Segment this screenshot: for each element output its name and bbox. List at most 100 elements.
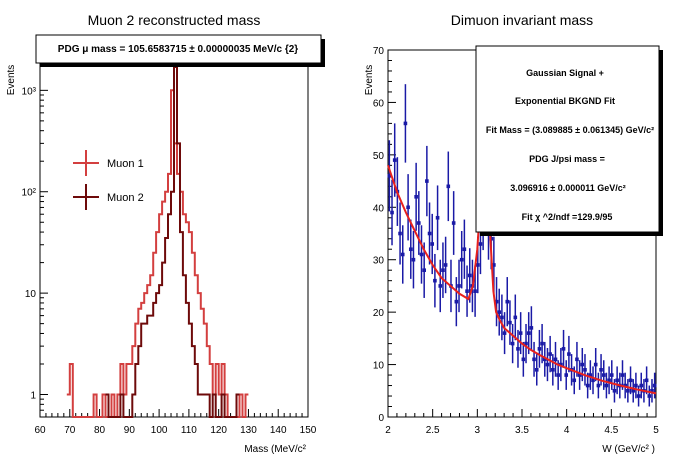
data-point	[564, 360, 569, 390]
data-marker	[392, 158, 397, 162]
data-marker	[575, 357, 579, 362]
right-xtick-label: 2	[385, 425, 391, 436]
data-marker	[634, 383, 638, 388]
data-marker	[494, 299, 499, 304]
right-xtick-label: 3	[475, 425, 481, 436]
left-xtick-label: 120	[210, 425, 227, 436]
right-xtick-label: 2.5	[426, 425, 440, 436]
right-ytick-label: 50	[373, 151, 385, 162]
data-point	[419, 225, 424, 284]
left-histograms	[66, 66, 249, 418]
right-ytick-label: 70	[373, 46, 385, 57]
data-marker	[652, 383, 657, 388]
data-marker	[609, 373, 614, 377]
data-point	[435, 185, 440, 251]
data-point	[534, 354, 539, 386]
data-point	[626, 379, 630, 403]
data-marker	[585, 383, 590, 388]
data-point	[620, 360, 625, 390]
data-point	[387, 140, 392, 212]
data-marker	[516, 347, 520, 351]
right-y-axis-label: Events	[364, 65, 375, 96]
left-ytick-label: 1	[30, 391, 36, 402]
data-marker	[406, 205, 410, 210]
data-point	[545, 347, 550, 382]
data-marker	[411, 257, 416, 262]
data-point	[502, 312, 507, 355]
fit-box-line-4: PDG J/psi mass =	[529, 154, 605, 164]
data-marker	[478, 242, 483, 246]
data-point	[497, 288, 502, 336]
data-marker	[596, 383, 601, 388]
data-marker	[612, 388, 617, 393]
data-point	[400, 225, 405, 284]
data-point	[438, 259, 443, 313]
data-marker	[433, 278, 437, 283]
data-marker	[532, 357, 536, 362]
data-marker	[513, 315, 518, 320]
right-ytick-label: 60	[373, 98, 385, 109]
data-point	[650, 379, 654, 403]
data-marker	[556, 373, 560, 377]
data-point	[596, 372, 601, 399]
data-point	[634, 372, 638, 399]
data-point	[532, 341, 536, 377]
data-marker	[580, 362, 585, 367]
data-point	[575, 341, 579, 377]
histogram-muon-1	[66, 89, 249, 418]
data-point	[591, 366, 595, 395]
data-point	[516, 329, 520, 368]
right-xticks: 2 2.5 3 3.5 4 4.5 5	[385, 409, 659, 436]
data-point	[408, 219, 413, 279]
data-point	[524, 323, 528, 364]
right-ytick-label: 30	[373, 256, 385, 267]
left-xtick-label: 110	[181, 425, 197, 436]
left-xtick-label: 130	[240, 425, 257, 436]
data-point	[425, 145, 429, 217]
data-point	[583, 354, 587, 386]
data-point	[601, 360, 606, 390]
data-point	[644, 366, 649, 395]
data-marker	[553, 357, 558, 362]
data-marker	[497, 310, 502, 314]
data-point	[454, 277, 459, 327]
left-x-axis-label: Mass (MeV/c²	[244, 444, 306, 455]
right-ytick-label: 10	[373, 361, 385, 372]
data-marker	[462, 247, 467, 252]
data-marker	[628, 378, 633, 383]
data-point	[398, 202, 402, 265]
data-marker	[577, 373, 582, 377]
data-marker	[583, 368, 587, 372]
data-marker	[591, 378, 595, 383]
data-marker	[521, 357, 526, 362]
fit-box-line-1: Gaussian Signal +	[526, 68, 604, 78]
data-point	[500, 294, 504, 341]
data-marker	[620, 373, 625, 377]
data-point	[390, 179, 394, 246]
data-marker	[631, 388, 636, 393]
data-marker	[540, 341, 544, 346]
data-point	[588, 360, 593, 390]
data-marker	[551, 368, 555, 372]
data-marker	[435, 215, 440, 220]
data-point	[518, 312, 523, 355]
data-marker	[398, 231, 402, 236]
right-x-axis-label: W (GeV/c² )	[602, 444, 655, 455]
data-marker	[639, 383, 644, 388]
data-point	[628, 366, 633, 395]
data-marker	[524, 341, 528, 346]
data-marker	[400, 252, 405, 257]
data-point	[465, 265, 469, 317]
fit-box	[475, 45, 660, 233]
data-point	[609, 360, 614, 390]
data-marker	[443, 263, 448, 267]
data-marker	[572, 378, 577, 383]
left-xtick-label: 70	[64, 425, 76, 436]
data-point	[433, 253, 437, 308]
data-point	[551, 354, 555, 386]
data-marker	[615, 378, 619, 383]
data-marker	[500, 315, 504, 320]
data-marker	[593, 362, 598, 367]
data-point	[577, 360, 582, 390]
